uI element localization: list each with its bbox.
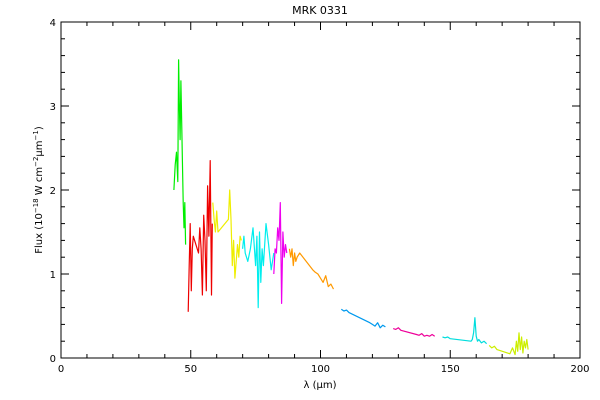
series-line-5 [273,202,288,304]
x-tick-label: 200 [570,364,589,375]
series-line-4 [242,223,275,309]
plot-border [60,21,581,359]
series-line-1 [173,59,187,245]
series-line-6 [288,248,335,290]
y-tick-label: 3 [50,102,56,113]
chart-title: MRK 0331 [292,4,348,17]
axis-ticks [60,21,581,359]
tick-labels: 0 50 100 150 200 0 1 2 3 4 [50,18,590,375]
y-tick-label: 2 [50,186,56,197]
x-tick-label: 100 [311,364,330,375]
y-axis-label: Flux (10−18 W cm−2μm−1) [32,126,45,254]
x-tick-label: 150 [441,364,460,375]
x-tick-label: 0 [58,364,64,375]
plot-frame [60,21,581,359]
x-axis-label: λ (μm) [303,380,336,391]
series-line-10 [488,332,529,356]
series-line-8 [393,327,436,337]
x-tick-label: 50 [184,364,197,375]
series-line-2 [187,160,213,312]
y-tick-label: 0 [50,354,56,365]
y-tick-label: 4 [50,18,56,29]
series-line-7 [340,308,386,329]
series-line-3 [212,189,242,279]
y-tick-label: 1 [50,270,56,281]
series-line-9 [442,317,488,345]
series-layer [173,59,529,356]
